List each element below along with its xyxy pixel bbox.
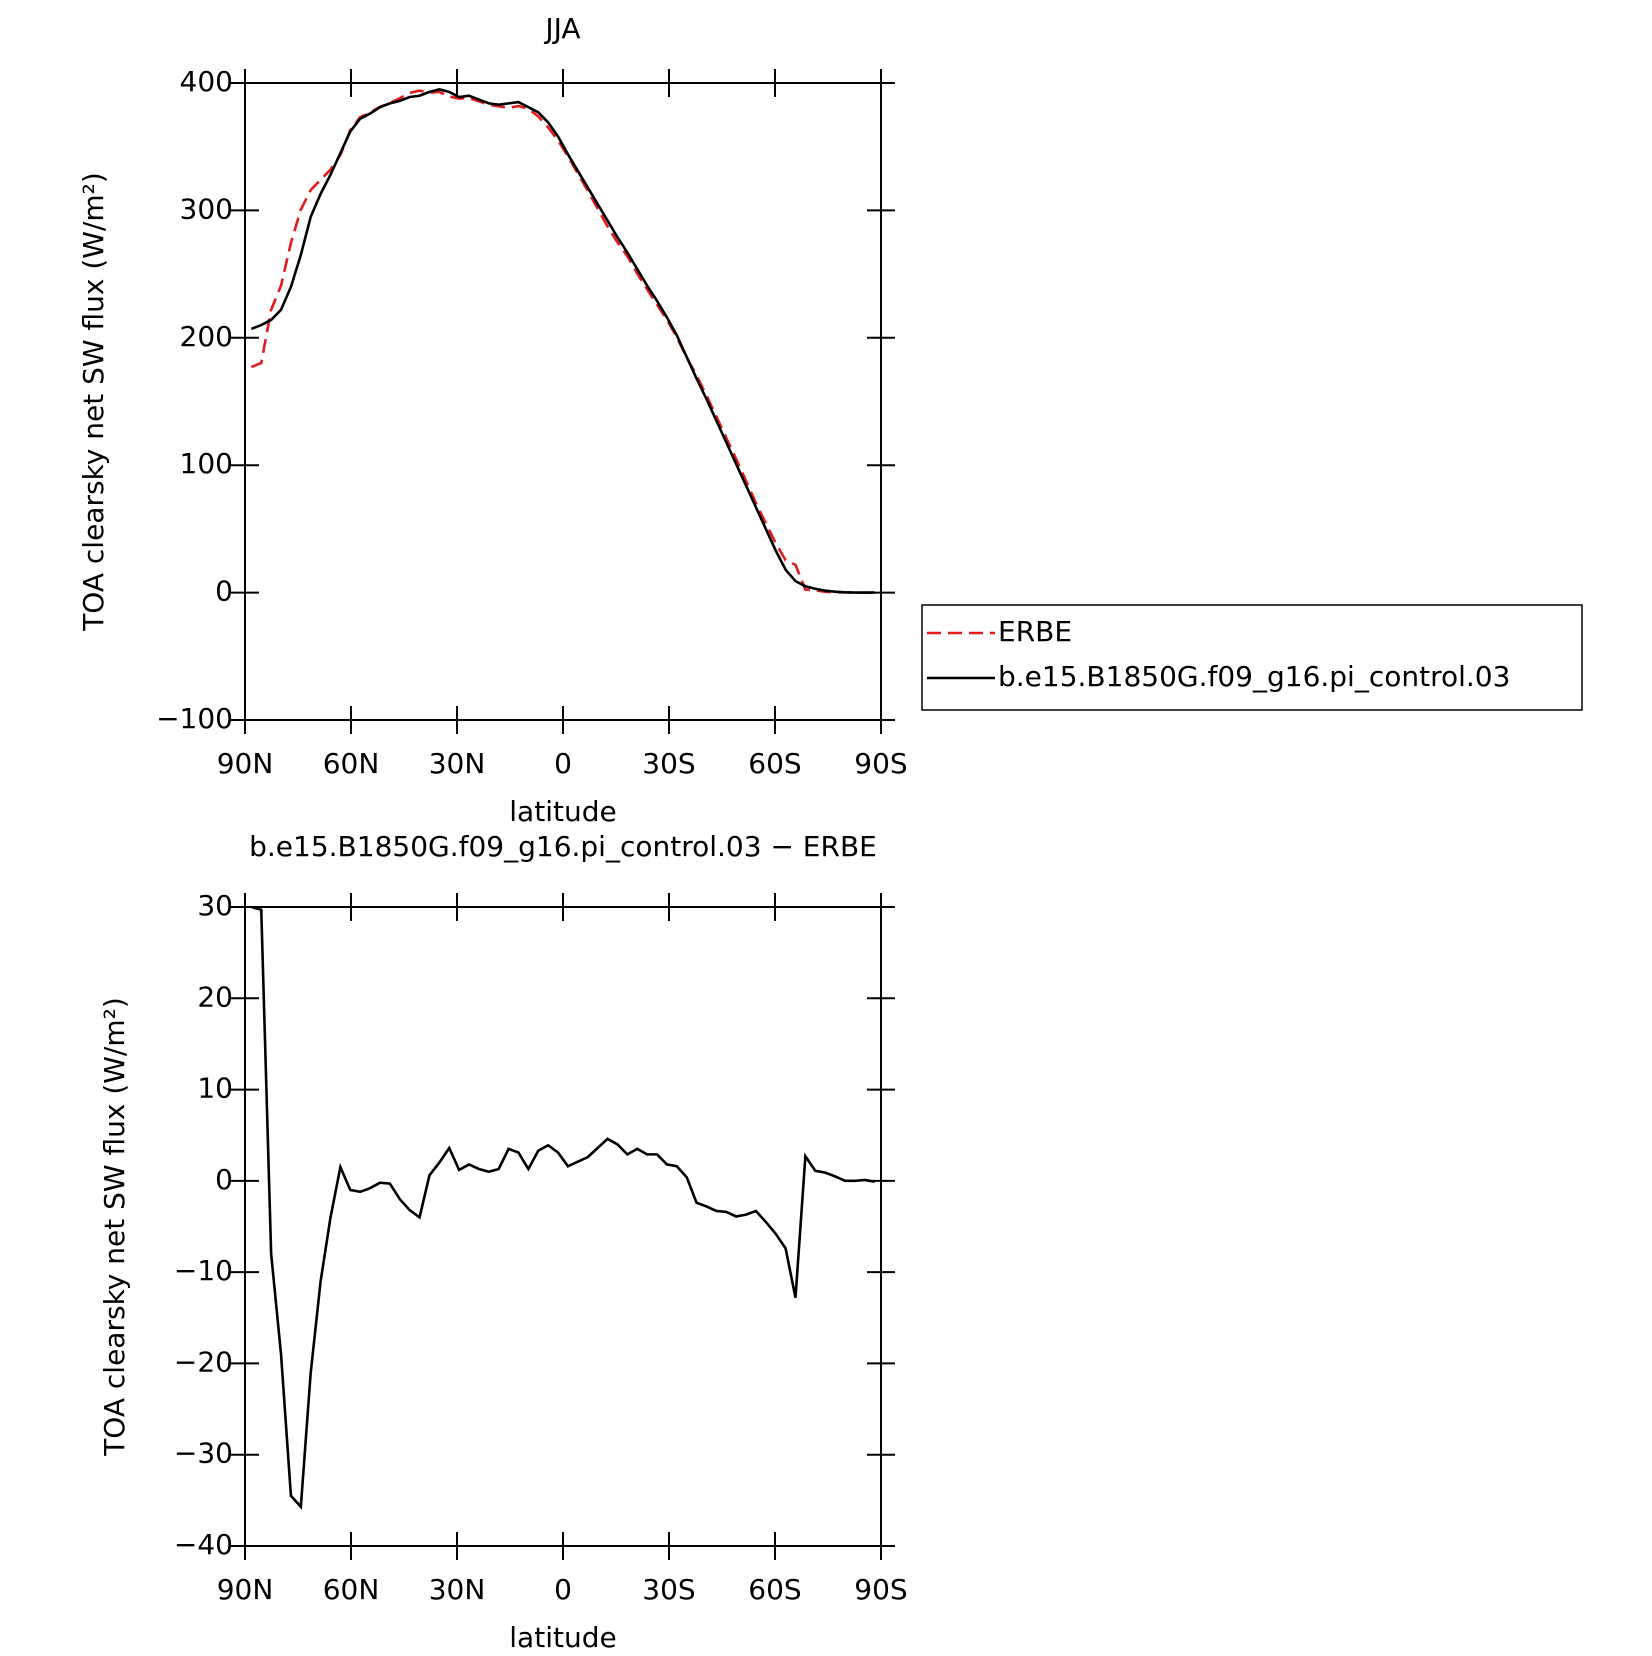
y-tick-label: 200 [180,320,233,353]
y-tick-label: 10 [197,1072,233,1105]
y-tick-label: 300 [180,192,233,225]
legend-label: ERBE [998,615,1072,648]
data-line [250,88,875,594]
x-tick-label: 90S [854,1573,907,1606]
chart-title: JJA [543,12,580,45]
y-tick-label: 400 [180,65,233,98]
y-tick-label: 30 [197,889,233,922]
y-axis-title: TOA clearsky net SW flux (W/m²) [98,997,131,1457]
y-tick-label: −40 [174,1528,233,1561]
x-tick-label: 90S [854,747,907,780]
plot-frame [244,82,882,721]
y-tick-label: −20 [174,1345,233,1378]
y-tick-label: 0 [215,1163,233,1196]
chart-title: b.e15.B1850G.f09_g16.pi_control.03 − ERB… [249,830,877,863]
data-line [251,907,875,1510]
x-tick-label: 30N [429,1573,486,1606]
x-tick-label: 60S [748,1573,801,1606]
y-tick-label: −100 [156,702,233,735]
x-tick-label: 60N [323,747,380,780]
x-axis-title: latitude [509,1621,616,1652]
legend-label: b.e15.B1850G.f09_g16.pi_control.03 [998,660,1510,693]
plot-frame [244,906,882,1547]
x-tick-label: 30S [642,1573,695,1606]
x-tick-label: 60S [748,747,801,780]
x-tick-label: 0 [554,1573,572,1606]
x-tick-label: 30N [429,747,486,780]
x-tick-label: 60N [323,1573,380,1606]
y-tick-label: 0 [215,575,233,608]
x-tick-label: 0 [554,747,572,780]
x-tick-label: 30S [642,747,695,780]
x-axis-title: latitude [509,795,616,828]
legend-box [921,604,1583,711]
x-tick-label: 90N [217,747,274,780]
y-axis-title: TOA clearsky net SW flux (W/m²) [77,172,110,632]
data-line [250,89,875,595]
y-tick-label: 20 [197,980,233,1013]
x-tick-label: 90N [217,1573,274,1606]
y-tick-label: −10 [174,1254,233,1287]
y-tick-label: −30 [174,1437,233,1470]
y-tick-label: 100 [180,447,233,480]
